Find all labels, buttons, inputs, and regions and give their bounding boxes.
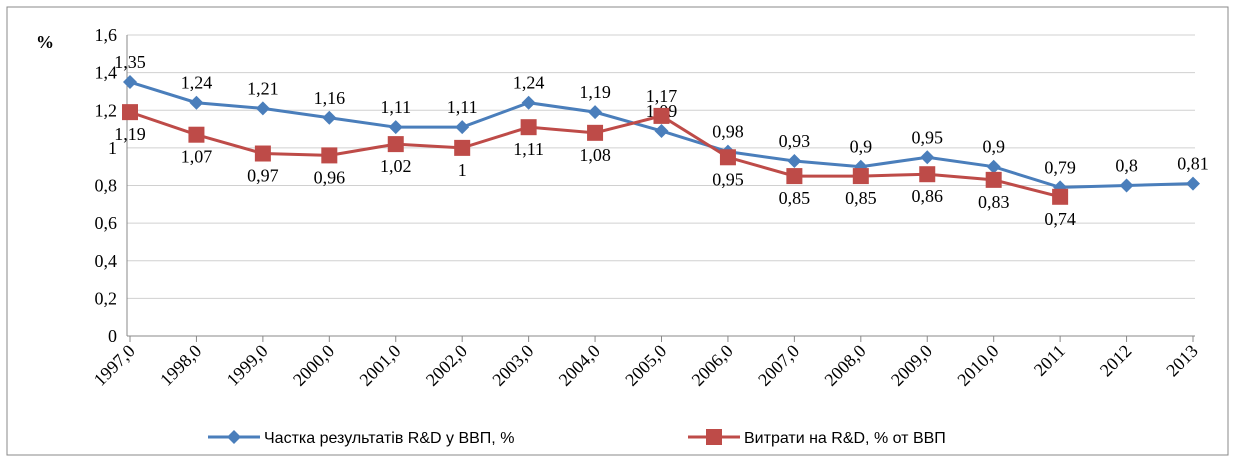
data-label: 0,93 — [779, 131, 811, 151]
marker — [786, 168, 803, 185]
y-tick-label: 0,4 — [95, 251, 118, 271]
data-label: 1,35 — [114, 52, 146, 72]
legend-marker — [706, 429, 722, 445]
data-label: 1,17 — [646, 86, 678, 106]
data-label: 1,11 — [380, 97, 411, 117]
data-label: 0,74 — [1044, 209, 1076, 229]
marker — [986, 159, 1001, 174]
marker — [321, 147, 338, 164]
y-axis-label: % — [36, 32, 54, 52]
legend-marker — [227, 430, 241, 444]
data-label: 1,07 — [181, 147, 213, 167]
marker — [654, 123, 669, 138]
data-label: 0,85 — [779, 188, 811, 208]
data-label: 1,24 — [181, 73, 213, 93]
marker — [520, 119, 537, 136]
marker — [587, 124, 604, 141]
data-label: 0,79 — [1044, 157, 1076, 177]
legend-label: Частка результатів R&D у ВВП, % — [264, 430, 514, 447]
data-label: 1,19 — [579, 82, 611, 102]
marker — [189, 95, 204, 110]
marker — [123, 75, 137, 90]
marker — [521, 95, 536, 110]
marker — [387, 136, 404, 153]
marker — [920, 150, 935, 165]
data-label: 1,21 — [247, 78, 279, 98]
marker — [985, 171, 1002, 188]
data-label: 0,97 — [247, 166, 279, 186]
y-tick-label: 0,8 — [95, 176, 118, 196]
data-label: 0,95 — [712, 169, 744, 189]
marker — [1186, 176, 1200, 191]
marker — [919, 166, 936, 183]
marker — [1119, 178, 1134, 193]
marker — [588, 105, 603, 120]
y-tick-label: 0,2 — [95, 288, 118, 308]
data-label: 0,8 — [1115, 156, 1138, 176]
marker — [455, 120, 470, 135]
marker — [787, 154, 802, 169]
y-tick-label: 1,6 — [95, 25, 118, 45]
data-label: 1,02 — [380, 156, 412, 176]
marker — [322, 110, 337, 125]
legend-label: Витрати на R&D, % от ВВП — [744, 430, 946, 447]
marker — [254, 145, 271, 162]
y-tick-label: 0,6 — [95, 213, 118, 233]
marker — [719, 149, 736, 166]
data-label: 0,81 — [1177, 154, 1209, 174]
data-label: 0,85 — [845, 188, 877, 208]
marker — [122, 104, 138, 121]
marker — [653, 107, 670, 124]
data-label: 0,9 — [850, 137, 873, 157]
data-label: 0,98 — [712, 122, 744, 142]
marker — [188, 126, 205, 143]
data-label: 1,11 — [447, 97, 478, 117]
marker — [1052, 188, 1069, 205]
y-tick-label: 0 — [108, 326, 117, 346]
data-label: 1,24 — [513, 73, 545, 93]
data-label: 1,16 — [314, 88, 346, 108]
data-label: 1,08 — [579, 145, 611, 165]
marker — [852, 168, 869, 185]
y-tick-label: 1,4 — [95, 63, 118, 83]
data-label: 1 — [458, 160, 467, 180]
legend: Частка результатів R&D у ВВП, % Витрати н… — [208, 429, 946, 447]
y-tick-label: 1,2 — [95, 100, 118, 120]
data-label: 0,83 — [978, 192, 1010, 212]
chart-border — [6, 6, 1229, 456]
data-label: 0,86 — [912, 186, 944, 206]
marker — [388, 120, 403, 135]
y-tick-label: 1 — [108, 138, 117, 158]
data-label: 0,9 — [982, 137, 1005, 157]
data-label: 1,11 — [513, 139, 544, 159]
data-label: 1,19 — [114, 124, 146, 144]
data-label: 0,96 — [314, 167, 346, 187]
marker — [255, 101, 270, 116]
data-label: 0,95 — [912, 127, 944, 147]
marker — [454, 139, 471, 156]
